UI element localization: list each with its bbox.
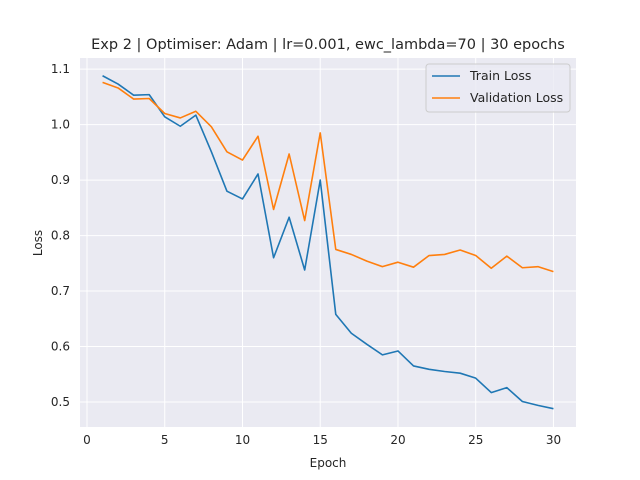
legend-label-validation-loss: Validation Loss	[470, 90, 563, 105]
chart-title: Exp 2 | Optimiser: Adam | lr=0.001, ewc_…	[91, 37, 565, 53]
x-tick-label: 20	[390, 433, 405, 447]
y-tick-label: 0.7	[51, 284, 70, 298]
train-loss-line	[102, 75, 554, 410]
x-tick-label: 25	[468, 433, 483, 447]
grid	[80, 58, 576, 427]
legend-label-train-loss: Train Loss	[469, 68, 531, 83]
x-tick-label: 0	[83, 433, 91, 447]
legend-frame	[425, 63, 571, 113]
y-tick-label: 1.1	[51, 62, 70, 76]
series-layer	[102, 75, 554, 410]
x-axis-ticks: 0 5 10 15 20 25 30	[83, 433, 561, 447]
y-tick-label: 0.6	[51, 340, 70, 354]
x-axis-label: Epoch	[310, 456, 347, 470]
y-tick-label: 0.8	[51, 229, 70, 243]
x-tick-label: 10	[235, 433, 250, 447]
x-tick-label: 5	[161, 433, 169, 447]
y-tick-label: 0.5	[51, 395, 70, 409]
x-tick-label: 15	[313, 433, 328, 447]
x-tick-label: 30	[546, 433, 561, 447]
y-axis-ticks: 0.5 0.6 0.7 0.8 0.9 1.0 1.1	[51, 62, 70, 409]
y-tick-label: 0.9	[51, 173, 70, 187]
legend: Train Loss Validation Loss	[425, 63, 571, 113]
validation-loss-line	[102, 81, 554, 273]
y-tick-label: 1.0	[51, 118, 70, 132]
y-axis-label: Loss	[31, 230, 45, 256]
